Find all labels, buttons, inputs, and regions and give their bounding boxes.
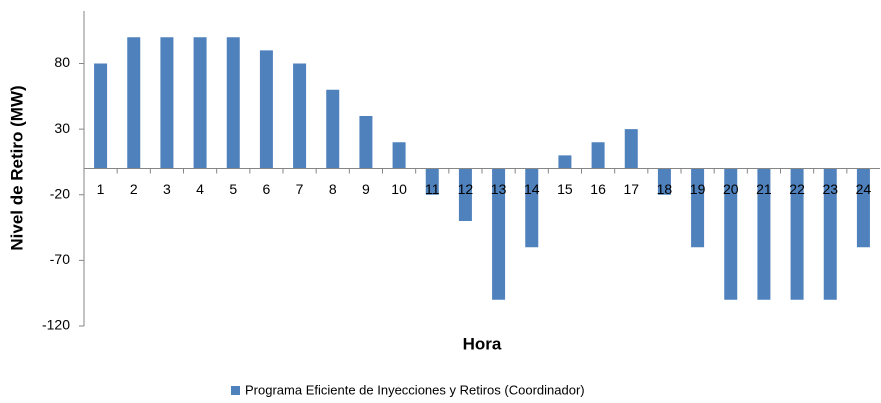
bar [856, 168, 870, 248]
x-tick-label: 23 [822, 181, 838, 197]
bar [127, 37, 141, 169]
x-tick-label: 14 [524, 181, 540, 197]
bar [359, 116, 373, 169]
bar [591, 142, 605, 169]
y-axis-title: Nivel de Retiro (MW) [7, 85, 26, 250]
bar [691, 168, 705, 248]
y-tick-label: 80 [54, 54, 70, 70]
x-tick-label: 2 [130, 181, 138, 197]
x-tick-label: 24 [856, 181, 872, 197]
x-tick-label: 16 [590, 181, 606, 197]
x-tick-label: 9 [362, 181, 370, 197]
bar [326, 89, 340, 169]
y-tick-label: -120 [42, 317, 70, 333]
x-tick-label: 1 [97, 181, 105, 197]
bar [293, 63, 307, 169]
bar [492, 168, 506, 300]
y-tick-label: -70 [50, 251, 70, 267]
x-axis-title: Hora [463, 334, 502, 353]
legend-label: Programa Eficiente de Inyecciones y Reti… [245, 382, 585, 397]
bar [94, 63, 108, 169]
x-tick-label: 12 [458, 181, 474, 197]
bar [259, 50, 273, 169]
bar [757, 168, 771, 300]
legend-swatch [231, 386, 240, 395]
bar [624, 129, 638, 169]
y-tick-label: -20 [50, 185, 70, 201]
x-tick-label: 5 [229, 181, 237, 197]
bar [823, 168, 837, 300]
bar [790, 168, 804, 300]
bar [525, 168, 539, 248]
x-tick-label: 20 [723, 181, 739, 197]
x-tick-label: 22 [789, 181, 805, 197]
bar [160, 37, 174, 169]
bar [458, 168, 472, 221]
x-tick-label: 11 [425, 181, 440, 197]
x-tick-label: 17 [623, 181, 639, 197]
bar [558, 155, 572, 169]
x-tick-label: 3 [163, 181, 171, 197]
bar [392, 142, 406, 169]
x-tick-label: 19 [690, 181, 706, 197]
x-tick-label: 6 [263, 181, 271, 197]
bar [657, 168, 671, 195]
x-tick-label: 4 [196, 181, 204, 197]
x-tick-label: 18 [657, 181, 673, 197]
bar [193, 37, 207, 169]
x-tick-label: 7 [296, 181, 304, 197]
x-tick-label: 8 [329, 181, 337, 197]
bar [226, 37, 240, 169]
x-tick-label: 21 [756, 181, 772, 197]
x-tick-label: 10 [391, 181, 407, 197]
x-tick-label: 13 [491, 181, 507, 197]
y-tick-label: 30 [54, 120, 70, 136]
bar [425, 168, 439, 195]
x-tick-label: 15 [557, 181, 573, 197]
bar [724, 168, 738, 300]
